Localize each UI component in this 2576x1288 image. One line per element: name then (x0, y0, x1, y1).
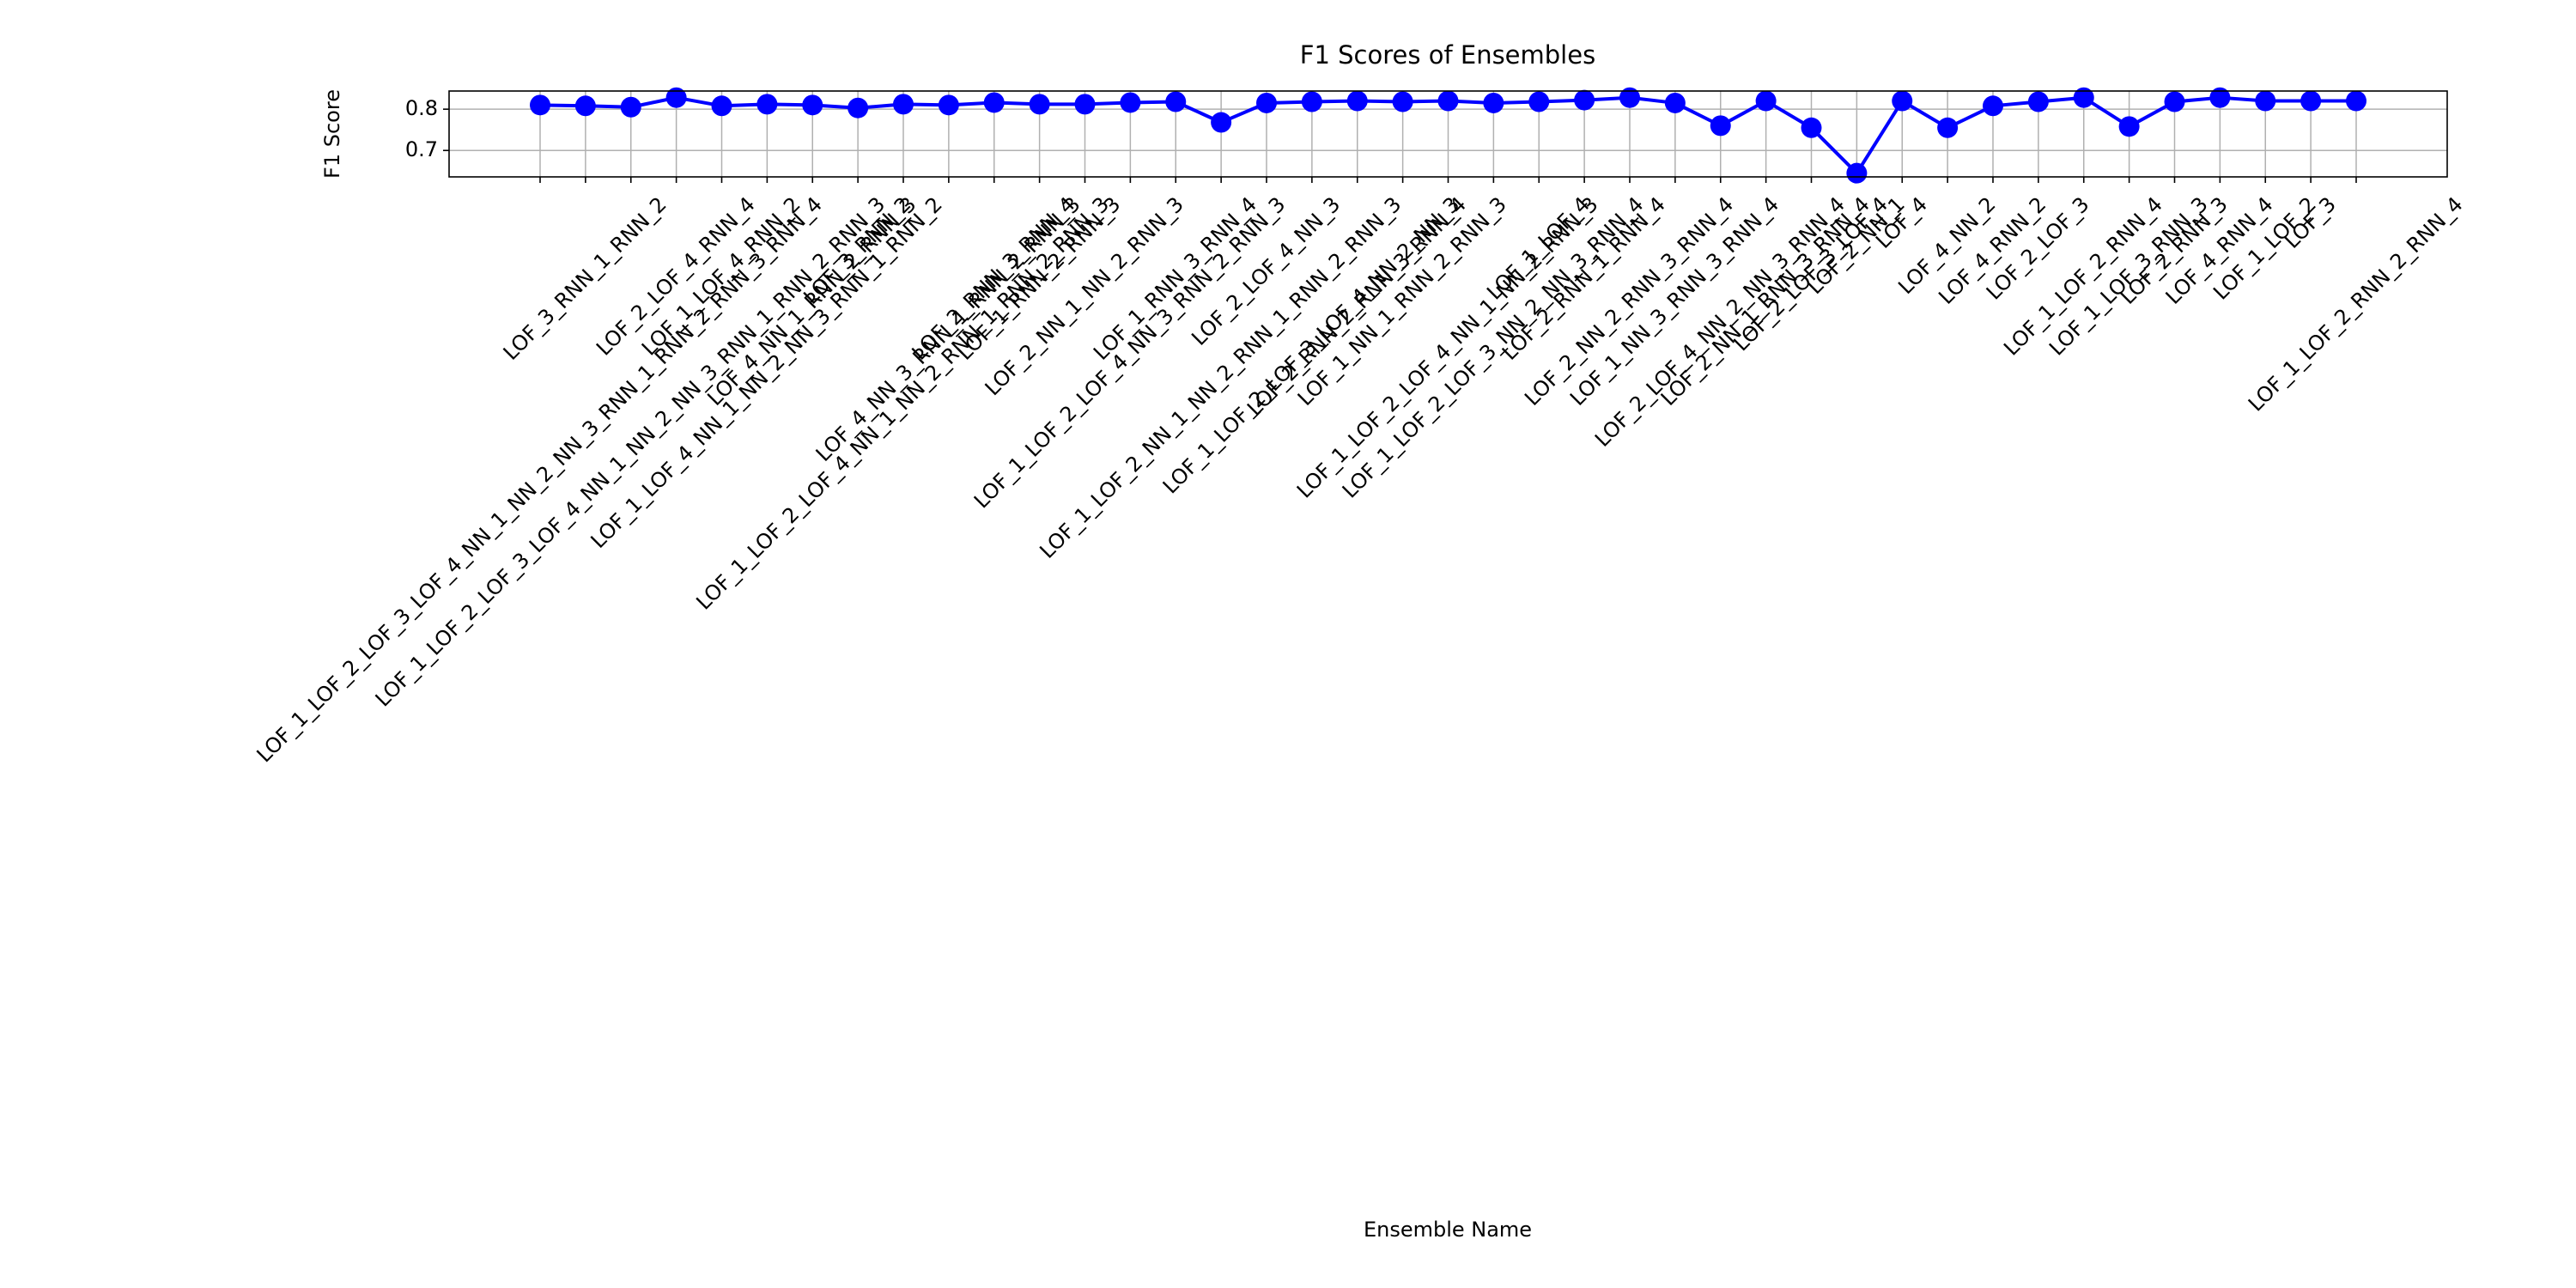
data-point (2073, 87, 2094, 108)
data-point (1528, 91, 1550, 112)
data-point (1256, 92, 1277, 113)
data-point (1483, 92, 1504, 113)
data-point (1120, 92, 1141, 113)
data-point (938, 94, 959, 116)
data-point (1211, 112, 1232, 133)
data-point (665, 87, 687, 108)
data-point (711, 95, 732, 117)
data-point (2300, 90, 2322, 112)
plot-frame (448, 90, 2448, 178)
data-point (848, 97, 869, 118)
data-point (1029, 94, 1050, 115)
y-axis-label: F1 Score (320, 89, 344, 179)
y-tick-label: 0.7 (405, 137, 438, 161)
chart-title: F1 Scores of Ensembles (1300, 40, 1595, 70)
data-point (893, 94, 914, 115)
data-point (1437, 90, 1459, 112)
data-point (1846, 162, 1868, 184)
data-point (1664, 92, 1686, 113)
data-point (1346, 90, 1368, 112)
data-point (983, 92, 1005, 113)
data-point (2164, 91, 2185, 112)
data-point (1801, 117, 1822, 138)
data-point (2118, 116, 2140, 137)
data-point (1983, 95, 2003, 117)
data-point (530, 94, 550, 116)
data-point (1619, 87, 1640, 108)
data-point (1710, 115, 1731, 137)
y-tick-label: 0.8 (405, 96, 438, 120)
data-point (1574, 89, 1595, 111)
data-point (1892, 90, 1913, 112)
data-point (620, 96, 641, 118)
data-point (2209, 87, 2231, 108)
data-point (2255, 90, 2276, 112)
data-point (802, 94, 823, 116)
data-point (1937, 117, 1959, 138)
data-point (2346, 90, 2366, 112)
data-point (1301, 91, 1322, 112)
data-point (574, 95, 596, 117)
data-point (756, 94, 778, 115)
data-point (1755, 90, 1777, 112)
x-axis-label: Ensemble Name (1364, 1218, 1532, 1242)
data-point (1074, 94, 1096, 115)
data-point (1165, 91, 1187, 112)
data-point (2027, 91, 2049, 112)
data-point (1392, 91, 1413, 112)
